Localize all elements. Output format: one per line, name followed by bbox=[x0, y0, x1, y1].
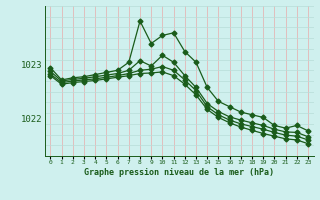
X-axis label: Graphe pression niveau de la mer (hPa): Graphe pression niveau de la mer (hPa) bbox=[84, 168, 274, 177]
